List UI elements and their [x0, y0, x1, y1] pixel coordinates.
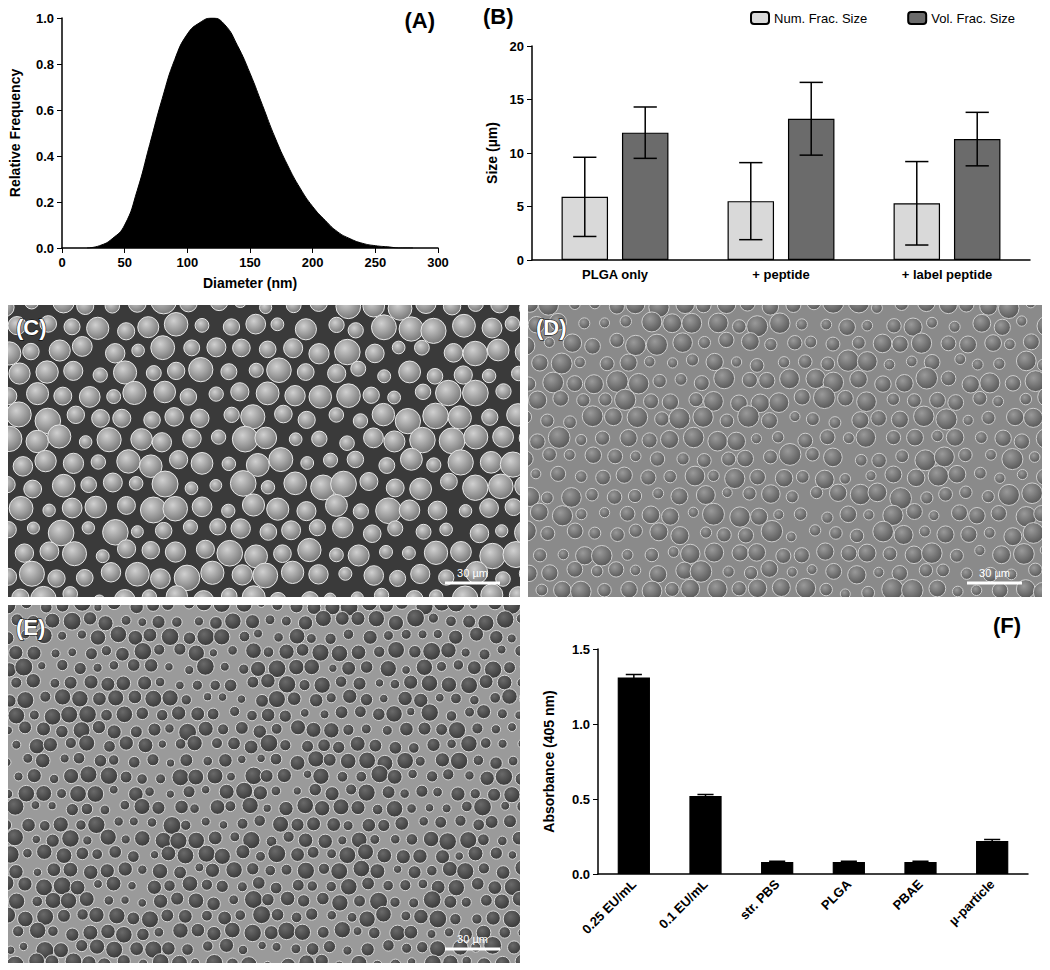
- svg-text:5: 5: [517, 199, 524, 214]
- svg-text:Size (µm): Size (µm): [484, 122, 500, 184]
- svg-text:0: 0: [517, 253, 524, 268]
- svg-text:150: 150: [239, 255, 261, 270]
- svg-text:300: 300: [427, 255, 449, 270]
- svg-text:(A): (A): [404, 8, 435, 33]
- svg-text:Num. Frac. Size: Num. Frac. Size: [774, 11, 867, 26]
- svg-text:PLGA: PLGA: [818, 876, 855, 913]
- svg-text:+ label peptide: + label peptide: [902, 267, 993, 282]
- svg-text:30 µm: 30 µm: [979, 567, 1010, 579]
- svg-text:20: 20: [510, 39, 524, 54]
- svg-text:PLGA only: PLGA only: [582, 267, 649, 282]
- svg-text:0.6: 0.6: [36, 103, 54, 118]
- svg-text:200: 200: [302, 255, 324, 270]
- svg-text:250: 250: [364, 255, 386, 270]
- svg-text:0.2: 0.2: [36, 195, 54, 210]
- svg-text:0.5: 0.5: [572, 792, 590, 807]
- svg-text:0.0: 0.0: [36, 241, 54, 256]
- svg-text:30 µm: 30 µm: [457, 933, 488, 945]
- svg-text:Diameter (nm): Diameter (nm): [203, 275, 297, 291]
- svg-text:str. PBS: str. PBS: [737, 876, 783, 922]
- svg-text:(D): (D): [536, 315, 567, 340]
- svg-text:15: 15: [510, 92, 524, 107]
- svg-text:+ peptide: + peptide: [752, 267, 809, 282]
- svg-text:0.0: 0.0: [572, 867, 590, 882]
- svg-text:0.25 EU/mL: 0.25 EU/mL: [579, 877, 639, 937]
- svg-text:Absorbance (405 nm): Absorbance (405 nm): [541, 690, 557, 832]
- svg-text:50: 50: [117, 255, 131, 270]
- svg-text:PBAE: PBAE: [890, 876, 926, 912]
- svg-text:10: 10: [510, 146, 524, 161]
- svg-text:Relative Frequency: Relative Frequency: [7, 69, 23, 198]
- svg-text:(B): (B): [483, 4, 514, 29]
- svg-text:30 µm: 30 µm: [457, 567, 488, 579]
- svg-text:(F): (F): [993, 613, 1021, 638]
- svg-text:1.0: 1.0: [36, 11, 54, 26]
- svg-text:1.5: 1.5: [572, 642, 590, 657]
- svg-text:1.0: 1.0: [572, 717, 590, 732]
- svg-text:Vol. Frac. Size: Vol. Frac. Size: [931, 11, 1015, 26]
- svg-text:100: 100: [176, 255, 198, 270]
- svg-text:0.4: 0.4: [36, 149, 55, 164]
- svg-text:(C): (C): [16, 315, 47, 340]
- svg-text:0.1 EU/mL: 0.1 EU/mL: [656, 877, 711, 932]
- svg-text:(E): (E): [16, 615, 45, 640]
- svg-text:µ-particle: µ-particle: [946, 877, 998, 929]
- svg-text:0: 0: [58, 255, 65, 270]
- svg-text:0.8: 0.8: [36, 57, 54, 72]
